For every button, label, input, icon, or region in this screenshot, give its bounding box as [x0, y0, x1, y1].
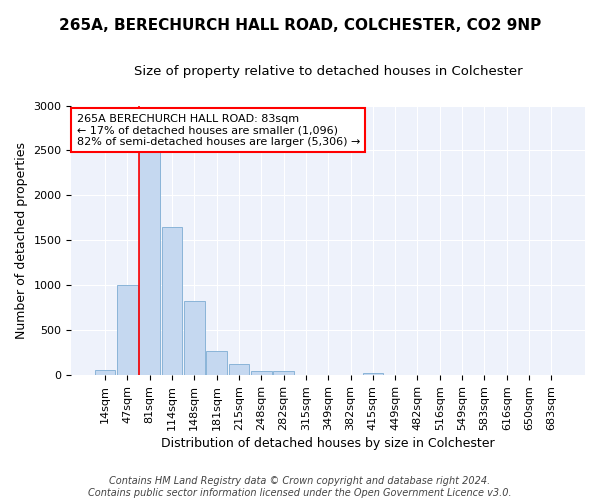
X-axis label: Distribution of detached houses by size in Colchester: Distribution of detached houses by size … [161, 437, 495, 450]
Bar [362, 372, 383, 375]
Title: Size of property relative to detached houses in Colchester: Size of property relative to detached ho… [134, 65, 523, 78]
Y-axis label: Number of detached properties: Number of detached properties [15, 142, 28, 339]
Bar [206, 351, 227, 375]
Text: Contains HM Land Registry data © Crown copyright and database right 2024.
Contai: Contains HM Land Registry data © Crown c… [88, 476, 512, 498]
Bar [162, 227, 182, 375]
Text: 265A, BERECHURCH HALL ROAD, COLCHESTER, CO2 9NP: 265A, BERECHURCH HALL ROAD, COLCHESTER, … [59, 18, 541, 32]
Bar [139, 152, 160, 375]
Bar [251, 370, 272, 375]
Bar [229, 364, 249, 375]
Bar [184, 300, 205, 375]
Bar [95, 370, 115, 375]
Bar [273, 371, 294, 375]
Text: 265A BERECHURCH HALL ROAD: 83sqm
← 17% of detached houses are smaller (1,096)
82: 265A BERECHURCH HALL ROAD: 83sqm ← 17% o… [77, 114, 360, 147]
Bar [117, 286, 137, 375]
